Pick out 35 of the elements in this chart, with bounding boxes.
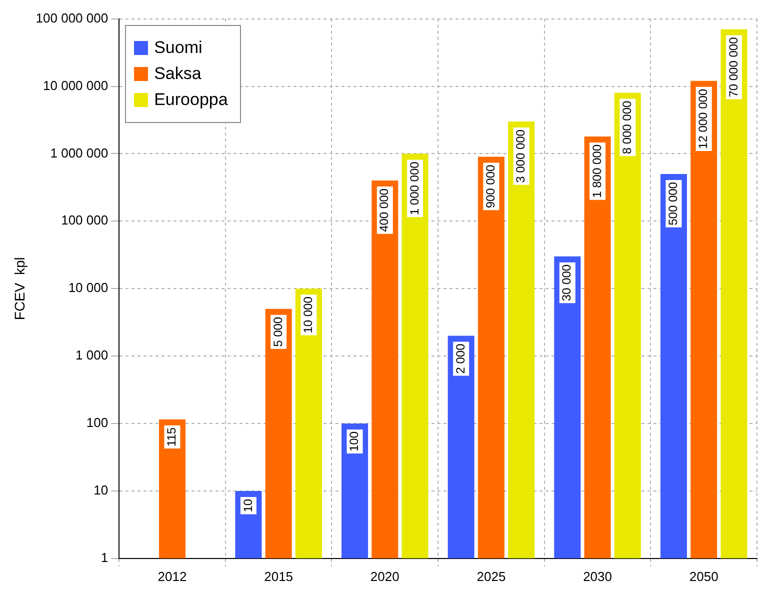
x-tick-label: 2050: [689, 568, 718, 584]
data-label: 100: [347, 431, 362, 452]
y-axis-title: FCEV kpl: [11, 257, 28, 320]
y-tick-label: 1 000: [76, 348, 108, 363]
data-label: 400 000: [377, 188, 392, 232]
x-tick-label: 2030: [583, 568, 612, 584]
data-label: 1 800 000: [590, 144, 604, 198]
data-label: 10: [240, 498, 255, 512]
x-tick-label: 2025: [476, 568, 506, 584]
y-tick-label: 100: [86, 415, 108, 430]
y-tick-label: 10 000: [68, 280, 108, 296]
data-label: 2 000: [453, 343, 468, 374]
y-tick-label: 1 000 000: [50, 145, 108, 160]
data-label: 500 000: [666, 182, 680, 226]
y-tick-label: 100 000 000: [36, 10, 108, 26]
data-label: 30 000: [560, 264, 574, 302]
legend-label: Eurooppa: [154, 90, 228, 110]
y-tick-label: 10: [94, 482, 108, 498]
data-label: 900 000: [484, 164, 498, 208]
x-tick-label: 2020: [370, 568, 400, 584]
legend-label: Suomi: [154, 38, 202, 58]
data-label: 8 000 000: [620, 100, 634, 154]
data-label: 10 000: [301, 296, 316, 334]
data-label: 3 000 000: [514, 129, 528, 183]
data-label: 115: [164, 427, 179, 447]
x-tick-label: 2015: [264, 568, 294, 584]
data-label: 1 000 000: [407, 161, 422, 216]
data-label: 5 000: [270, 316, 285, 347]
legend-label: Saksa: [154, 64, 202, 84]
y-tick-label: 10 000 000: [43, 78, 108, 93]
x-tick-label: 2012: [158, 568, 187, 584]
y-tick-label: 1: [100, 550, 108, 565]
y-tick-label: 100 000: [61, 212, 108, 228]
data-label: 70 000 000: [726, 36, 740, 98]
data-label: 12 000 000: [696, 88, 710, 149]
